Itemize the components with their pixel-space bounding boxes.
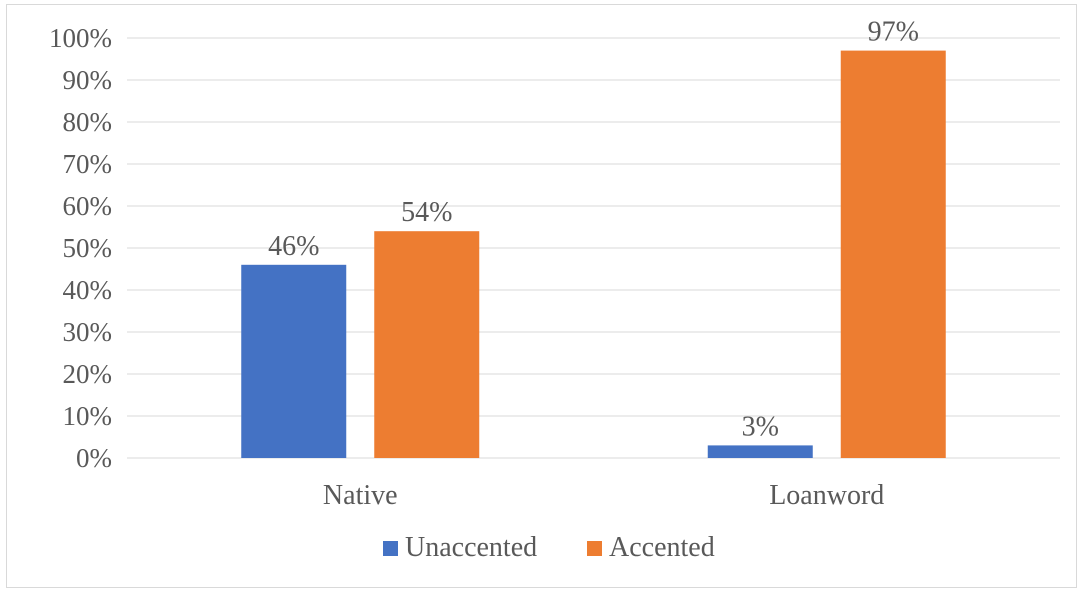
data-labels: 46% 54% 3% 97% bbox=[268, 17, 919, 443]
y-tick-label: 100% bbox=[49, 23, 112, 53]
y-tick-label: 30% bbox=[63, 317, 113, 347]
legend-swatch-accented bbox=[587, 541, 602, 556]
y-tick-label: 20% bbox=[63, 359, 113, 389]
data-label: 97% bbox=[868, 17, 919, 48]
category-label-loanword: Loanword bbox=[769, 480, 884, 511]
y-tick-label: 80% bbox=[63, 107, 113, 137]
legend-label-accented: Accented bbox=[609, 532, 715, 563]
bars bbox=[241, 50, 946, 458]
legend-swatch-unaccented bbox=[383, 541, 398, 556]
y-tick-label: 60% bbox=[63, 191, 113, 221]
bar-accented-loanword bbox=[840, 50, 946, 458]
data-label: 54% bbox=[401, 197, 452, 228]
y-tick-label: 10% bbox=[63, 401, 113, 431]
y-axis-tick-labels: 0% 10% 20% 30% 40% 50% 60% 70% 80% 90% 100% bbox=[49, 23, 112, 473]
category-label-native: Native bbox=[323, 480, 398, 511]
bar-unaccented-loanword bbox=[707, 445, 813, 458]
bar-accented-native bbox=[374, 231, 480, 458]
y-tick-label: 70% bbox=[63, 149, 113, 179]
y-tick-label: 40% bbox=[63, 275, 113, 305]
data-label: 3% bbox=[742, 411, 779, 442]
bar-unaccented-native bbox=[241, 264, 347, 458]
y-tick-label: 50% bbox=[63, 233, 113, 263]
category-labels: Native Loanword bbox=[323, 480, 884, 511]
data-label: 46% bbox=[268, 231, 319, 262]
legend-label-unaccented: Unaccented bbox=[405, 532, 537, 563]
legend: Unaccented Accented bbox=[383, 532, 715, 563]
y-tick-label: 0% bbox=[76, 443, 112, 473]
y-tick-label: 90% bbox=[63, 65, 113, 95]
